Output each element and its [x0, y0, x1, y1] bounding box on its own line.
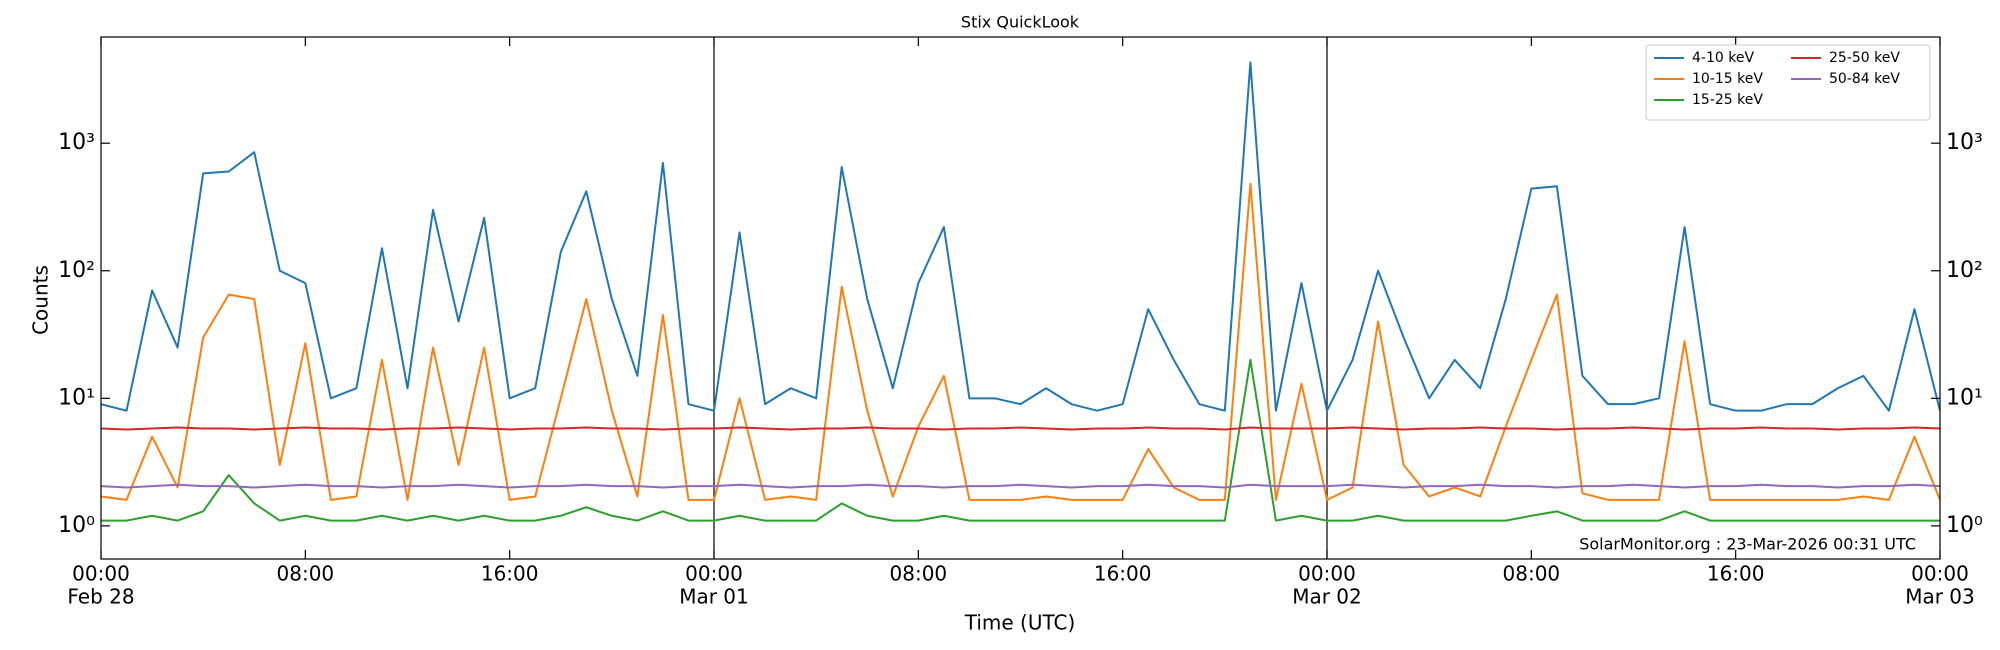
- legend-box: [1645, 44, 1931, 121]
- x-tick-label: 16:00: [1707, 562, 1765, 586]
- x-tick-label: 16:00: [481, 562, 539, 586]
- legend-label: 25-50 keV: [1829, 50, 1900, 66]
- series-line: [101, 182, 1940, 501]
- y-tick-label-right: 10¹: [1946, 385, 1983, 410]
- x-tick-label: 16:00: [1094, 562, 1152, 586]
- y-tick-label-right: 10⁰: [1946, 513, 1983, 538]
- series-line: [101, 426, 1940, 431]
- x-tick-label: 08:00: [1503, 562, 1561, 586]
- chart-title: Stix QuickLook: [961, 13, 1080, 32]
- legend-label: 4-10 keV: [1692, 50, 1754, 66]
- plot-frame: [100, 36, 1941, 560]
- y-tick-label: 10³: [58, 130, 95, 155]
- y-tick-label: 10¹: [58, 385, 95, 410]
- series-line: [101, 61, 1940, 412]
- x-tick-label: 00:00: [1911, 562, 1969, 586]
- x-tick-date: Feb 28: [67, 585, 134, 609]
- x-tick-date: Mar 02: [1292, 585, 1362, 609]
- legend-label: 10-15 keV: [1692, 71, 1763, 87]
- y-tick-label-right: 10²: [1946, 258, 1983, 283]
- x-tick-label: 08:00: [890, 562, 948, 586]
- x-tick-label: 08:00: [277, 562, 335, 586]
- y-tick-label: 10²: [58, 258, 95, 283]
- series-line: [101, 483, 1940, 489]
- y-axis-label: Counts: [29, 265, 53, 335]
- y-tick-label: 10⁰: [58, 513, 95, 538]
- series-line: [101, 358, 1940, 522]
- x-tick-date: Mar 01: [679, 585, 749, 609]
- legend-label: 15-25 keV: [1692, 92, 1763, 108]
- x-tick-date: Mar 03: [1905, 585, 1975, 609]
- legend-label: 50-84 keV: [1829, 71, 1900, 87]
- y-tick-label-right: 10³: [1946, 130, 1983, 155]
- x-tick-label: 00:00: [72, 562, 130, 586]
- x-tick-label: 00:00: [1298, 562, 1356, 586]
- annotation: SolarMonitor.org : 23-Mar-2026 00:31 UTC: [1579, 535, 1916, 554]
- x-tick-label: 00:00: [685, 562, 743, 586]
- x-axis-label: Time (UTC): [964, 611, 1076, 635]
